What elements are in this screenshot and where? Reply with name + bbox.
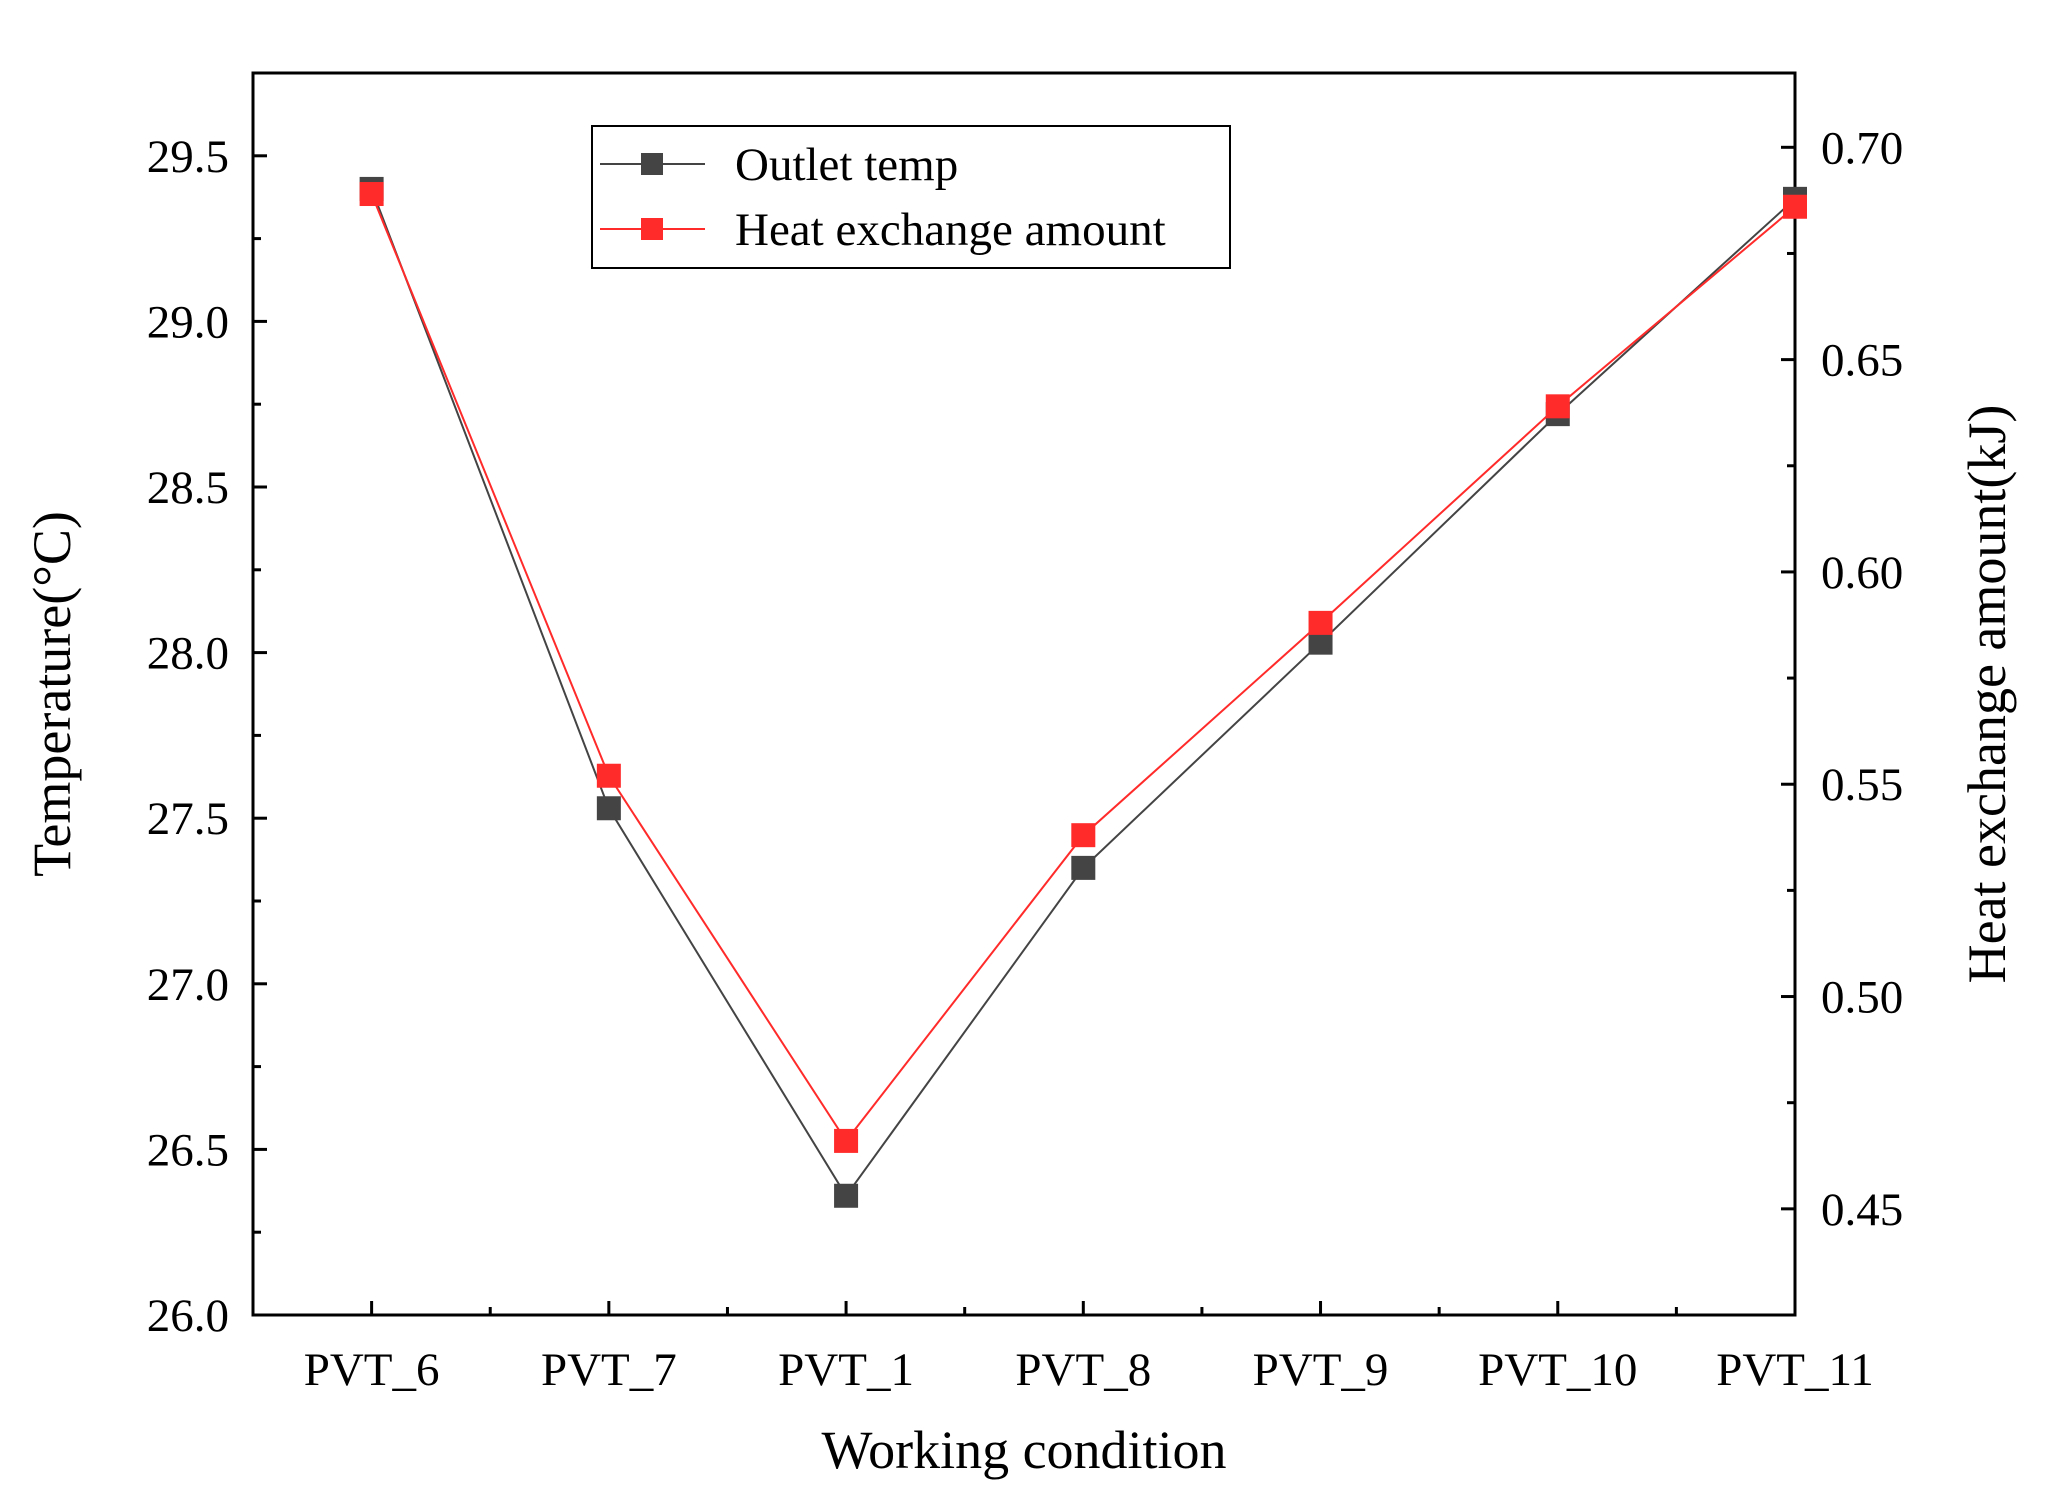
x-tick-label: PVT_10 (1478, 1344, 1637, 1396)
series-0-point (834, 1183, 859, 1208)
y-left-tick-label: 26.0 (147, 1290, 229, 1342)
series-markers (359, 176, 1807, 1208)
y-right-tick-label: 0.70 (1821, 122, 1903, 174)
series-lines (370, 188, 1796, 1198)
x-axis-ticks: PVT_6 PVT_7 PVT_1 PVT_8 PVT_9 PVT_10 PVT_11 (304, 1301, 1874, 1396)
series-line-0 (370, 188, 1796, 1198)
legend-marker-outlet-temp (641, 153, 663, 175)
legend-label-outlet-temp: Outlet temp (735, 139, 958, 191)
x-axis-title: Working condition (821, 1420, 1226, 1480)
y-right-tick-label: 0.65 (1821, 335, 1903, 387)
y-right-tick-label: 0.50 (1821, 972, 1903, 1024)
series-1-point (1308, 610, 1333, 635)
x-tick-label: PVT_1 (778, 1344, 914, 1396)
y-left-tick-label: 29.0 (147, 296, 229, 348)
series-0-point (1071, 855, 1096, 880)
y-left-tick-label: 27.0 (147, 959, 229, 1011)
series-1-point (834, 1128, 859, 1153)
series-1-point (1783, 194, 1807, 219)
legend-box (591, 125, 1231, 269)
legend: Outlet temp Heat exchange amount (591, 125, 1231, 269)
series-1-point (1071, 823, 1096, 848)
y-axis-right-title: Heat exchange amount(kJ) (1957, 405, 2017, 984)
y-right-tick-label: 0.55 (1821, 759, 1903, 811)
series-1-point (1545, 394, 1570, 419)
y-axis-left-title: Temperature(°C) (22, 511, 82, 877)
series-0-point (596, 796, 621, 821)
series-line-1 (370, 193, 1796, 1143)
y-right-tick-label: 0.60 (1821, 547, 1903, 599)
x-tick-label: PVT_6 (304, 1344, 440, 1396)
series-1-point (359, 182, 384, 207)
y-left-tick-label: 28.5 (147, 462, 229, 514)
series-1-point (596, 763, 621, 788)
plot-frame (251, 71, 1797, 1317)
legend-marker-heat-exchange (641, 218, 663, 240)
x-tick-label: PVT_7 (541, 1344, 677, 1396)
x-tick-label: PVT_8 (1015, 1344, 1151, 1396)
y-left-tick-label: 27.5 (147, 793, 229, 845)
y-right-tick-label: 0.45 (1821, 1184, 1903, 1236)
y-left-tick-label: 28.0 (147, 628, 229, 680)
left-axis-ticks: 26.0 26.5 27.0 27.5 28.0 28.5 29.0 29.5 (147, 131, 267, 1342)
right-axis-ticks: 0.45 0.50 0.55 0.60 0.65 0.70 (1781, 122, 1903, 1236)
x-tick-label: PVT_9 (1253, 1344, 1389, 1396)
y-left-tick-label: 26.5 (147, 1124, 229, 1176)
y-left-tick-label: 29.5 (147, 131, 229, 183)
x-tick-label: PVT_11 (1716, 1344, 1874, 1396)
legend-label-heat-exchange: Heat exchange amount (735, 204, 1166, 256)
